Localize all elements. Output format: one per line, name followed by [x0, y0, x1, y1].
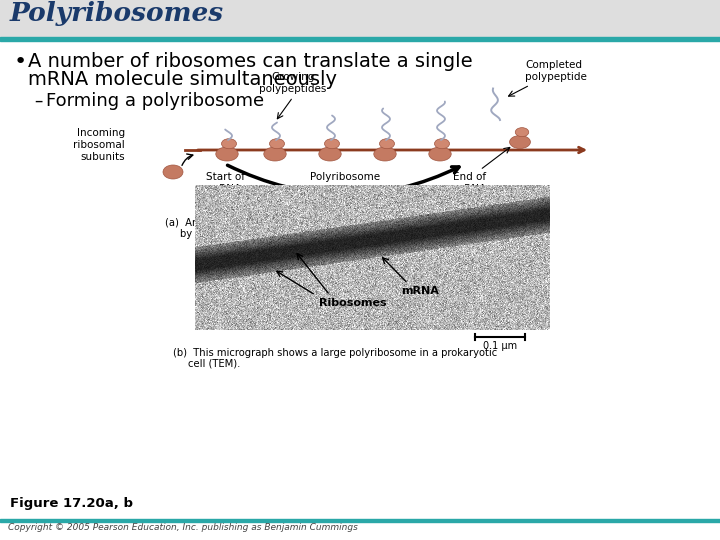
Ellipse shape: [264, 147, 287, 161]
Ellipse shape: [510, 136, 531, 148]
Text: (b)  This micrograph shows a large polyribosome in a prokaryotic: (b) This micrograph shows a large polyri…: [173, 348, 498, 358]
Bar: [0, 518, 720, 522]
Ellipse shape: [222, 139, 236, 148]
Text: Growing
polypeptides: Growing polypeptides: [259, 72, 327, 94]
Ellipse shape: [379, 139, 395, 148]
Ellipse shape: [516, 127, 528, 137]
Text: Polyribosome: Polyribosome: [310, 172, 380, 182]
Ellipse shape: [319, 147, 341, 161]
Bar: [0, 37, 720, 41]
Text: A number of ribosomes can translate a single: A number of ribosomes can translate a si…: [28, 52, 472, 71]
Text: Start of
mRNA
(5’ end): Start of mRNA (5’ end): [204, 172, 246, 207]
Text: Copyright © 2005 Pearson Education, Inc. publishing as Benjamin Cummings: Copyright © 2005 Pearson Education, Inc.…: [8, 523, 358, 532]
Text: Polyribosomes: Polyribosomes: [10, 2, 224, 26]
Text: by several ribosomes in clusters called polyribosomes.: by several ribosomes in clusters called …: [180, 229, 453, 239]
Ellipse shape: [269, 139, 284, 148]
Text: •: •: [14, 52, 27, 72]
Bar: [0, 0, 720, 38]
Text: cell (TEM).: cell (TEM).: [188, 359, 240, 369]
Ellipse shape: [216, 147, 238, 161]
Text: Forming a polyribosome: Forming a polyribosome: [46, 92, 264, 110]
Text: (a)  An mRNA molecule is generally translated simultaneously: (a) An mRNA molecule is generally transl…: [165, 218, 475, 228]
Text: Incoming
ribosomal
subunits: Incoming ribosomal subunits: [73, 127, 125, 163]
Text: End of
mRNA
(3’ end): End of mRNA (3’ end): [449, 172, 490, 207]
Text: Ribosomes: Ribosomes: [319, 298, 387, 308]
Ellipse shape: [163, 165, 183, 179]
Ellipse shape: [429, 147, 451, 161]
Ellipse shape: [374, 147, 396, 161]
Text: Completed
polypeptide: Completed polypeptide: [525, 59, 587, 82]
Text: 0.1 μm: 0.1 μm: [483, 341, 517, 351]
Text: Figure 17.20a, b: Figure 17.20a, b: [10, 497, 133, 510]
Ellipse shape: [434, 139, 449, 148]
Ellipse shape: [325, 139, 340, 148]
Text: mRNA: mRNA: [401, 287, 438, 296]
Text: –: –: [34, 92, 42, 110]
Text: mRNA molecule simultaneously: mRNA molecule simultaneously: [28, 70, 337, 89]
